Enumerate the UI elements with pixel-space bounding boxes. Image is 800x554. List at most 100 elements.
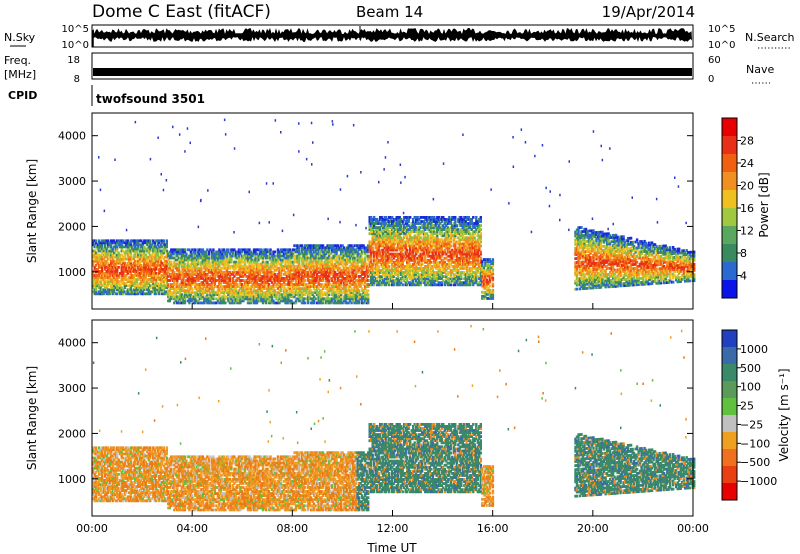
- power-echo: [120, 276, 123, 279]
- power-echo: [234, 279, 238, 282]
- power-echo: [93, 284, 96, 288]
- power-echo: [409, 216, 412, 219]
- power-echo: [230, 272, 233, 276]
- power-echo: [110, 255, 113, 259]
- power-echo: [218, 283, 221, 286]
- power-echo: [242, 256, 245, 260]
- power-echo: [290, 283, 293, 286]
- power-echo: [194, 287, 197, 290]
- power-echo: [257, 291, 260, 295]
- freq-tick-bottom: 8: [74, 74, 80, 85]
- power-echo: [275, 260, 278, 264]
- power-echo: [129, 251, 132, 255]
- power-echo: [254, 277, 257, 280]
- power-echo: [92, 249, 95, 253]
- power-echo: [138, 267, 141, 271]
- power-echo: [101, 257, 104, 261]
- power-echo: [119, 261, 122, 265]
- power-echo: [173, 297, 176, 301]
- power-echo: [153, 247, 156, 251]
- power-echo: [122, 257, 125, 261]
- power-echo: [285, 260, 289, 264]
- power-echo: [134, 288, 137, 292]
- power-echo: [269, 266, 272, 270]
- power-echo: [152, 263, 155, 267]
- power-echo: [246, 281, 250, 284]
- power-echo: [218, 297, 221, 301]
- nave-label: Nave: [746, 63, 774, 76]
- power-echo: [108, 290, 111, 294]
- power-echo: [291, 260, 295, 264]
- power-echo: [104, 247, 107, 251]
- power-echo: [237, 277, 241, 280]
- power-echo: [430, 260, 433, 264]
- power-echo: [212, 264, 215, 268]
- power-echo: [215, 268, 218, 272]
- power-echo: [197, 279, 200, 282]
- power-echo: [113, 239, 116, 243]
- power-echo: [105, 255, 108, 259]
- power-echo: [155, 292, 158, 296]
- power-echo: [270, 256, 274, 260]
- power-echo: [171, 264, 174, 268]
- power-echo: [258, 279, 262, 282]
- power-echo: [281, 254, 284, 258]
- power-echo: [275, 254, 278, 258]
- power-echo: [194, 283, 197, 286]
- power-echo: [267, 277, 271, 280]
- power-echo: [233, 281, 236, 284]
- power-echo: [219, 283, 223, 286]
- power-echo: [215, 293, 218, 297]
- power-echo: [197, 250, 200, 254]
- power-echo: [228, 264, 232, 268]
- power-echo: [180, 279, 183, 282]
- power-echo: [219, 285, 223, 288]
- power-echo: [149, 286, 152, 290]
- power-echo: [165, 276, 168, 279]
- power-echo: [254, 279, 257, 282]
- power-echo: [122, 265, 125, 269]
- power-echo: [266, 260, 269, 264]
- power-echo: [183, 289, 187, 293]
- power-echo: [260, 248, 263, 252]
- power-echo: [102, 282, 105, 285]
- cpid-row: CPID twofsound 3501: [8, 85, 205, 106]
- nsky-band: [93, 28, 692, 42]
- power-echo: [269, 262, 272, 266]
- power-echo: [207, 283, 211, 286]
- power-echo: [269, 250, 272, 254]
- power-echo: [224, 262, 227, 266]
- power-echo: [119, 259, 122, 263]
- power-echo: [240, 295, 244, 299]
- power-echo: [161, 263, 164, 267]
- power-echo: [287, 275, 290, 278]
- power-echo: [251, 283, 254, 286]
- power-echo: [107, 265, 110, 269]
- power-echo: [251, 285, 254, 288]
- power-echo: [134, 247, 137, 251]
- power-echo: [182, 272, 185, 276]
- power-echo: [182, 301, 185, 305]
- power-echo: [179, 301, 182, 305]
- power-echo: [117, 274, 120, 277]
- power-echo: [194, 264, 197, 268]
- power-echo: [252, 248, 256, 252]
- power-echo: [231, 272, 235, 276]
- power-echo: [158, 255, 161, 259]
- power-echo: [122, 270, 125, 273]
- nave-tick-bottom: 0: [708, 74, 714, 85]
- power-echo: [195, 262, 199, 266]
- power-echo: [132, 239, 135, 243]
- power-echo: [129, 290, 132, 294]
- power-echo: [206, 272, 209, 276]
- power-echo: [248, 264, 251, 268]
- power-echo: [281, 266, 284, 270]
- power-echo: [285, 266, 289, 270]
- power-echo: [104, 276, 107, 279]
- power-echo: [153, 278, 156, 281]
- power-echo: [171, 295, 174, 299]
- power-echo: [291, 279, 295, 282]
- power-echo: [108, 282, 111, 285]
- power-echo: [168, 256, 171, 260]
- power-echo: [156, 288, 159, 292]
